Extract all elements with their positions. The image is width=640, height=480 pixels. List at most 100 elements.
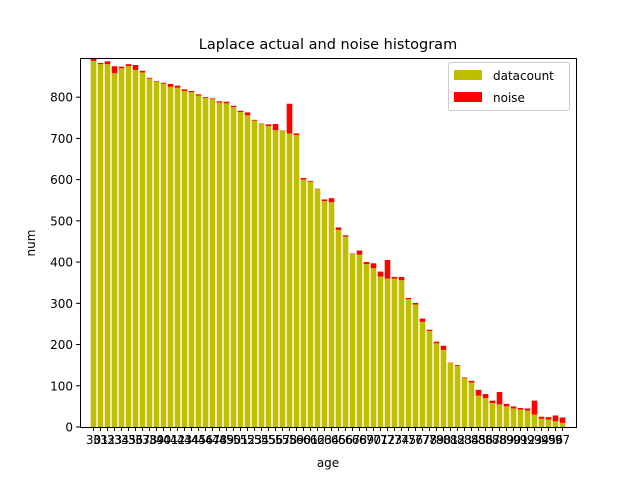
bar-noise-30 — [90, 58, 97, 61]
bar-datacount-51 — [237, 112, 244, 427]
bar-noise-84 — [468, 380, 475, 383]
bar-datacount-31 — [97, 64, 104, 428]
bar-noise-70 — [370, 263, 377, 269]
bar-datacount-97 — [559, 422, 566, 427]
legend-label-noise: noise — [493, 91, 525, 105]
bar-datacount-40 — [160, 83, 167, 427]
x-tick-label: 65 — [331, 433, 346, 447]
x-tick-label: 72 — [380, 433, 395, 447]
bar-noise-65 — [335, 227, 342, 230]
x-tick-label: 62 — [310, 433, 325, 447]
bar-datacount-38 — [146, 78, 153, 428]
bar-datacount-66 — [342, 236, 349, 427]
x-tick-label: 48 — [212, 433, 227, 447]
x-tick-label: 43 — [177, 433, 192, 447]
bar-noise-72 — [384, 260, 391, 279]
x-tick-label: 53 — [247, 433, 262, 447]
x-tick-label: 74 — [394, 433, 409, 447]
bar-noise-41 — [167, 83, 174, 87]
bar-noise-45 — [195, 94, 202, 96]
bar-noise-60 — [300, 177, 307, 180]
bar-datacount-85 — [475, 395, 482, 427]
y-tick-label: 200 — [50, 338, 73, 352]
x-tick-label: 77 — [415, 433, 430, 447]
x-tick-label: 79 — [429, 433, 444, 447]
x-tick-label: 55 — [261, 433, 276, 447]
x-tick-label: 32 — [100, 433, 115, 447]
bar-noise-66 — [342, 235, 349, 237]
x-tick-label: 60 — [296, 433, 311, 447]
bar-datacount-57 — [279, 130, 286, 428]
bar-noise-63 — [321, 199, 328, 202]
bar-datacount-92 — [524, 410, 531, 427]
bar-noise-82 — [454, 365, 461, 366]
x-tick-label: 44 — [184, 433, 199, 447]
bar-noise-33 — [111, 66, 118, 74]
bar-datacount-78 — [426, 330, 433, 427]
y-tick-label: 600 — [50, 173, 73, 187]
bar-datacount-72 — [384, 278, 391, 427]
x-tick-label: 52 — [240, 433, 255, 447]
bar-datacount-60 — [300, 179, 307, 427]
y-tick-label: 500 — [50, 214, 73, 228]
x-tick-label: 47 — [205, 433, 220, 447]
bar-datacount-50 — [230, 107, 237, 427]
bar-datacount-79 — [433, 343, 440, 427]
bar-datacount-73 — [391, 278, 398, 427]
legend-swatch-noise — [454, 92, 482, 102]
bar-noise-97 — [559, 417, 566, 423]
x-tick-label: 95 — [541, 433, 556, 447]
x-tick-label: 39 — [149, 433, 164, 447]
x-tick-label: 93 — [527, 433, 542, 447]
bar-noise-59 — [293, 133, 300, 136]
bar-datacount-39 — [153, 81, 160, 427]
x-tick-label: 35 — [121, 433, 136, 447]
bar-noise-79 — [433, 341, 440, 344]
y-tick-label: 400 — [50, 256, 73, 270]
bar-datacount-65 — [335, 229, 342, 427]
bar-noise-40 — [160, 82, 167, 84]
bar-datacount-76 — [412, 304, 419, 427]
x-tick-label: 86 — [478, 433, 493, 447]
bar-noise-94 — [538, 416, 545, 419]
x-tick-label: 40 — [156, 433, 171, 447]
x-tick-label: 84 — [464, 433, 479, 447]
bar-datacount-44 — [188, 92, 195, 427]
y-axis-ticks: 0 100 200 300 400 500 600 700 800 — [50, 91, 80, 435]
x-tick-label: 92 — [520, 433, 535, 447]
x-tick-label: 54 — [254, 433, 269, 447]
bar-datacount-58 — [286, 133, 293, 427]
x-tick-label: 37 — [135, 433, 150, 447]
bar-noise-76 — [412, 302, 419, 305]
bar-noise-49 — [223, 101, 230, 104]
bar-noise-85 — [475, 389, 482, 396]
y-tick-label: 700 — [50, 132, 73, 146]
bar-datacount-62 — [314, 189, 321, 427]
bar-datacount-71 — [377, 276, 384, 427]
bar-datacount-55 — [265, 126, 272, 427]
x-tick-label: 73 — [387, 433, 402, 447]
legend-label-datacount: datacount — [493, 69, 554, 83]
bar-noise-71 — [377, 271, 384, 277]
bar-datacount-87 — [489, 403, 496, 427]
bar-noise-48 — [216, 101, 223, 103]
x-tick-label: 76 — [408, 433, 423, 447]
x-tick-label: 45 — [191, 433, 206, 447]
bar-datacount-46 — [202, 97, 209, 428]
bar-noise-42 — [174, 85, 181, 88]
bar-noise-35 — [125, 64, 132, 67]
bar-noise-36 — [132, 65, 139, 70]
x-tick-label: 89 — [499, 433, 514, 447]
x-tick-label: 59 — [289, 433, 304, 447]
bar-noise-80 — [440, 345, 447, 350]
bar-datacount-69 — [363, 264, 370, 427]
y-tick-label: 0 — [65, 421, 73, 435]
bar-noise-87 — [489, 400, 496, 404]
bar-noise-51 — [237, 110, 244, 113]
x-tick-label: 71 — [373, 433, 388, 447]
bar-noise-53 — [251, 119, 258, 121]
x-tick-label: 94 — [534, 433, 549, 447]
bar-noise-69 — [363, 262, 370, 265]
x-tick-label: 96 — [548, 433, 563, 447]
